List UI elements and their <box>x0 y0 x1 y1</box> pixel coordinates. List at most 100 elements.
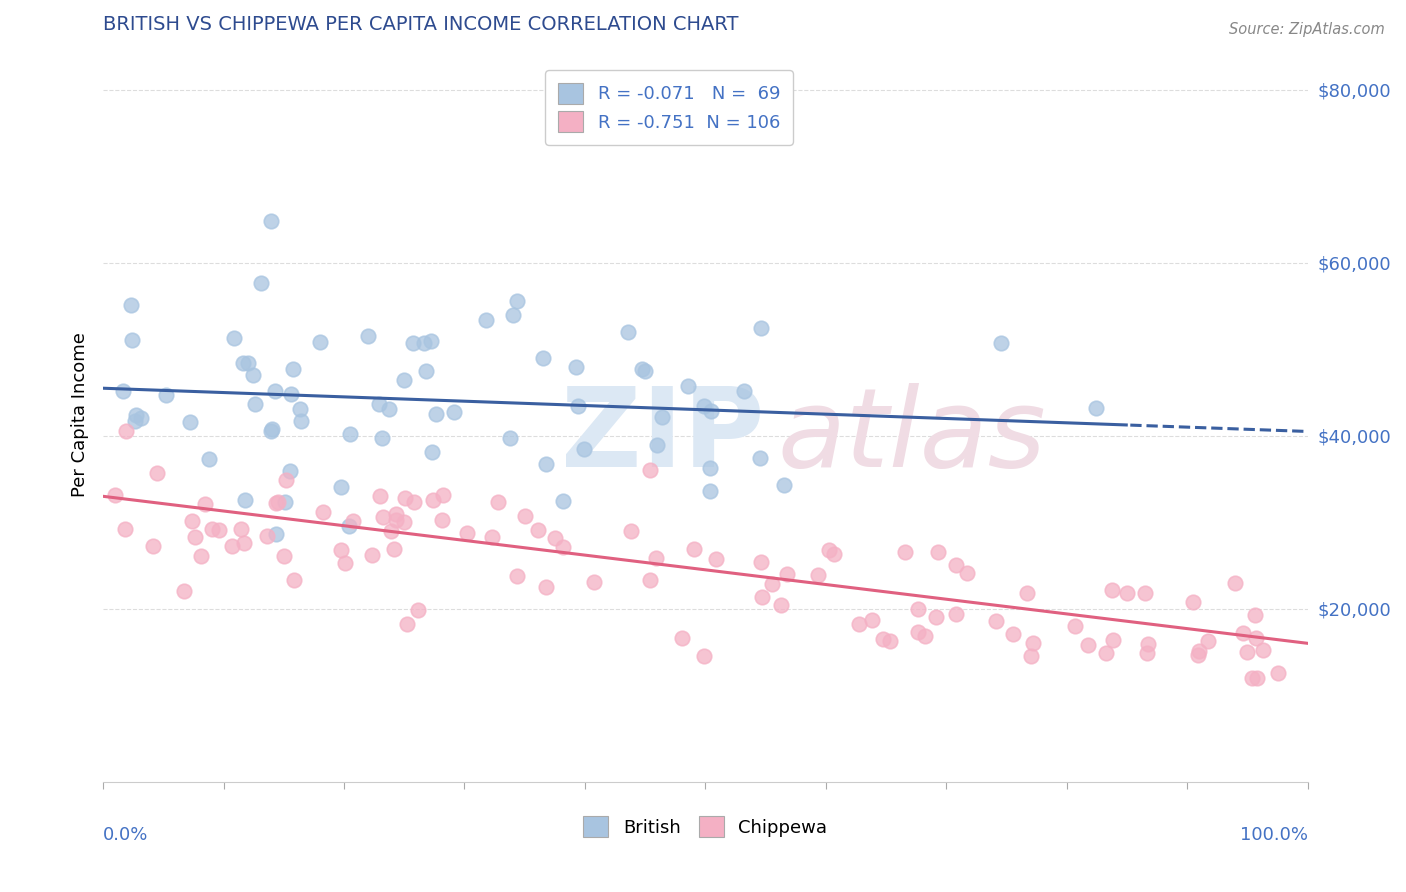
Point <box>333 556 356 570</box>
Point <box>1182 594 1205 608</box>
Point <box>432 488 454 502</box>
Point <box>515 508 537 523</box>
Point <box>329 480 352 494</box>
Point <box>190 549 212 564</box>
Point <box>544 531 567 545</box>
Point <box>502 308 524 322</box>
Point <box>264 384 287 398</box>
Point <box>155 388 177 402</box>
Point <box>342 514 364 528</box>
Point <box>1246 671 1268 685</box>
Point <box>1267 665 1289 680</box>
Point <box>582 574 605 589</box>
Point <box>956 566 979 581</box>
Point <box>242 368 264 382</box>
Point <box>567 399 589 413</box>
Point <box>142 539 165 553</box>
Point <box>733 384 755 399</box>
Point <box>506 569 529 583</box>
Point <box>120 298 142 312</box>
Point <box>112 384 135 398</box>
Point <box>367 396 389 410</box>
Point <box>1102 633 1125 648</box>
Text: BRITISH VS CHIPPEWA PER CAPITA INCOME CORRELATION CHART: BRITISH VS CHIPPEWA PER CAPITA INCOME CO… <box>103 15 738 34</box>
Point <box>572 442 595 457</box>
Point <box>283 361 305 376</box>
Text: 100.0%: 100.0% <box>1240 826 1308 844</box>
Point <box>617 325 640 339</box>
Point <box>243 397 266 411</box>
Point <box>339 427 361 442</box>
Point <box>361 548 384 562</box>
Point <box>914 629 936 643</box>
Point <box>1063 619 1085 633</box>
Point <box>114 522 136 536</box>
Point <box>260 422 283 436</box>
Point <box>384 513 406 527</box>
Point <box>1240 672 1263 686</box>
Point <box>394 373 416 387</box>
Point <box>221 539 243 553</box>
Point <box>197 451 219 466</box>
Point <box>1015 586 1038 600</box>
Point <box>380 524 402 539</box>
Point <box>638 463 661 477</box>
Point <box>392 515 415 529</box>
Point <box>173 584 195 599</box>
Point <box>1077 638 1099 652</box>
Point <box>311 505 333 519</box>
Point <box>945 607 967 621</box>
Point <box>769 599 792 613</box>
Point <box>384 507 406 521</box>
Point <box>481 530 503 544</box>
Point <box>749 450 772 465</box>
Point <box>357 328 380 343</box>
Point <box>1197 634 1219 648</box>
Point <box>371 509 394 524</box>
Point <box>640 573 662 587</box>
Point <box>506 294 529 309</box>
Point <box>907 625 929 640</box>
Point <box>288 402 311 417</box>
Point <box>443 405 465 419</box>
Point <box>280 464 302 478</box>
Point <box>986 615 1008 629</box>
Point <box>1133 586 1156 600</box>
Point <box>651 410 673 425</box>
Point <box>527 523 550 537</box>
Point <box>406 603 429 617</box>
Point <box>276 473 298 487</box>
Point <box>308 335 330 350</box>
Point <box>775 567 797 582</box>
Point <box>671 631 693 645</box>
Point <box>704 551 727 566</box>
Point <box>634 364 657 378</box>
Point <box>378 401 401 416</box>
Point <box>990 335 1012 350</box>
Point <box>862 613 884 627</box>
Point <box>420 334 443 348</box>
Point <box>425 407 447 421</box>
Point <box>1236 645 1258 659</box>
Point <box>283 573 305 587</box>
Point <box>260 214 283 228</box>
Point <box>233 493 256 508</box>
Point <box>267 495 290 509</box>
Point <box>337 518 360 533</box>
Point <box>534 580 557 594</box>
Point <box>1135 646 1157 660</box>
Point <box>772 478 794 492</box>
Point <box>124 414 146 428</box>
Point <box>264 496 287 510</box>
Point <box>181 514 204 528</box>
Point <box>264 527 287 541</box>
Point <box>193 497 215 511</box>
Point <box>179 415 201 429</box>
Point <box>1115 586 1137 600</box>
Point <box>1022 636 1045 650</box>
Point <box>1244 607 1267 622</box>
Point <box>413 336 436 351</box>
Point <box>104 488 127 502</box>
Point <box>1225 575 1247 590</box>
Point <box>925 610 948 624</box>
